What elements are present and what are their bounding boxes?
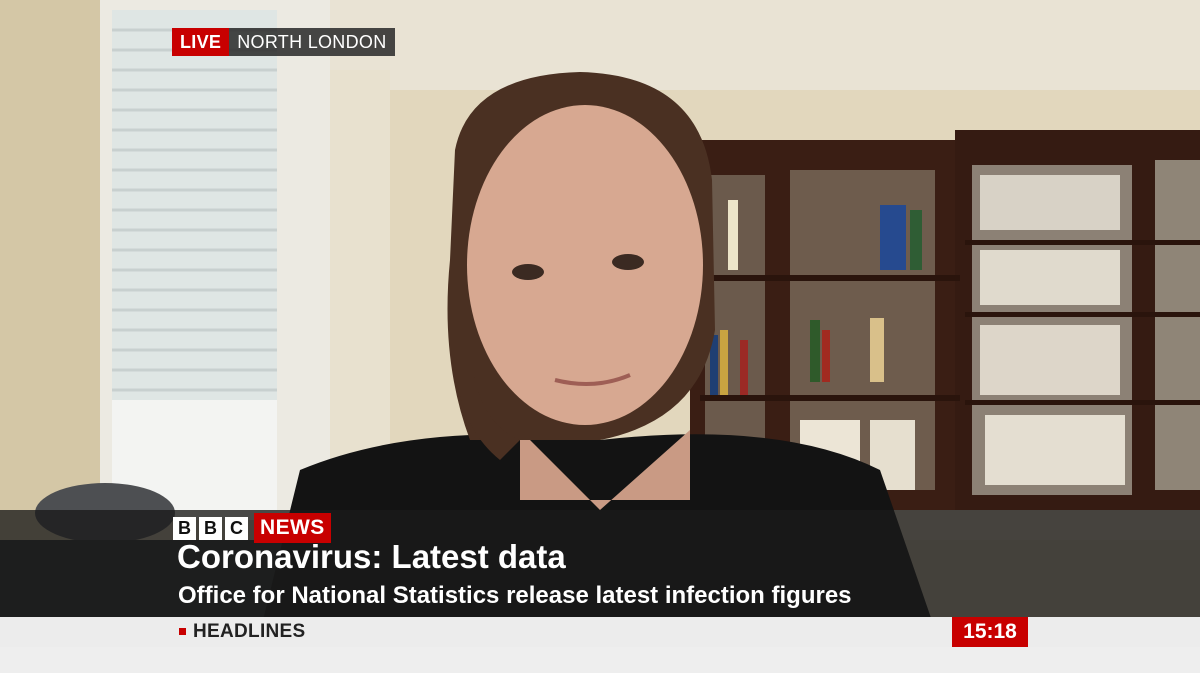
live-location-tag: LIVE NORTH LONDON [172,28,395,56]
ticker-bullet-icon [179,628,186,635]
subheadline: Office for National Statistics release l… [178,582,852,609]
location-label: NORTH LONDON [229,28,395,56]
headline: Coronavirus: Latest data [177,538,566,575]
ticker-label: HEADLINES [193,621,306,642]
bbc-news-logo: B B C NEWS [173,513,331,543]
bottom-strip [0,647,1200,673]
logo-letter-b1: B [173,516,196,540]
window-blinds [112,10,277,400]
logo-letter-b2: B [199,516,222,540]
logo-news: NEWS [254,513,331,543]
clock: 15:18 [952,617,1028,647]
live-badge: LIVE [172,28,230,56]
logo-letter-c: C [225,516,248,540]
